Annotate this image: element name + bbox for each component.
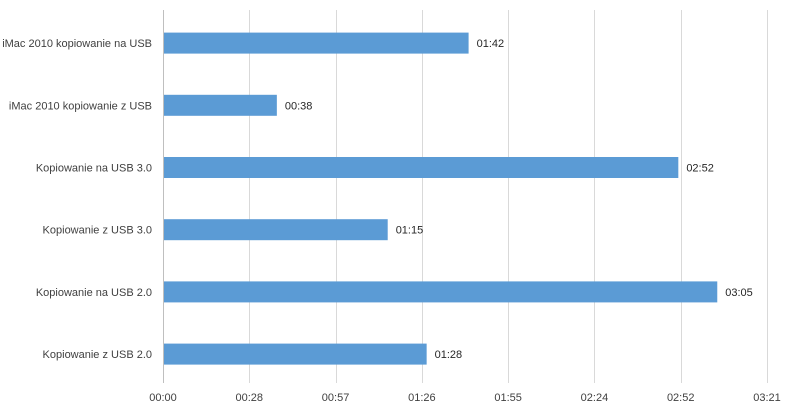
x-tick-label: 02:24 bbox=[581, 392, 609, 404]
data-label: 01:42 bbox=[477, 38, 505, 50]
x-tick-label: 02:52 bbox=[667, 392, 695, 404]
category-label: iMac 2010 kopiowanie na USB bbox=[2, 38, 152, 50]
x-tick-label: 03:21 bbox=[753, 392, 781, 404]
category-label: Kopiowanie na USB 3.0 bbox=[36, 163, 152, 175]
bar bbox=[164, 343, 427, 365]
category-label: Kopiowanie na USB 2.0 bbox=[36, 287, 152, 299]
data-labels: 01:42 00:38 02:52 01:15 03:05 01:28 bbox=[285, 38, 753, 361]
bar bbox=[164, 281, 718, 303]
data-label: 01:28 bbox=[435, 349, 463, 361]
x-tick-label: 01:55 bbox=[494, 392, 522, 404]
bar bbox=[164, 157, 679, 178]
bars bbox=[164, 32, 718, 365]
bar bbox=[164, 32, 469, 54]
x-axis-tick-labels: 00:00 00:28 00:57 01:26 01:55 02:24 02:52 03:21 bbox=[149, 392, 781, 404]
category-label: Kopiowanie z USB 3.0 bbox=[43, 225, 152, 237]
category-label: iMac 2010 kopiowanie z USB bbox=[9, 100, 152, 112]
category-labels: iMac 2010 kopiowanie na USB iMac 2010 kop… bbox=[2, 38, 152, 361]
data-label: 02:52 bbox=[686, 163, 714, 175]
x-tick-label: 01:26 bbox=[408, 392, 436, 404]
bar bbox=[164, 219, 388, 241]
bar bbox=[164, 94, 277, 116]
data-label: 00:38 bbox=[285, 100, 313, 112]
gridlines bbox=[163, 10, 768, 383]
data-label: 01:15 bbox=[396, 225, 424, 237]
data-label: 03:05 bbox=[725, 287, 753, 299]
category-label: Kopiowanie z USB 2.0 bbox=[43, 349, 152, 361]
x-tick-label: 00:57 bbox=[322, 392, 350, 404]
x-tick-label: 00:00 bbox=[149, 392, 177, 404]
x-tick-label: 00:28 bbox=[236, 392, 264, 404]
